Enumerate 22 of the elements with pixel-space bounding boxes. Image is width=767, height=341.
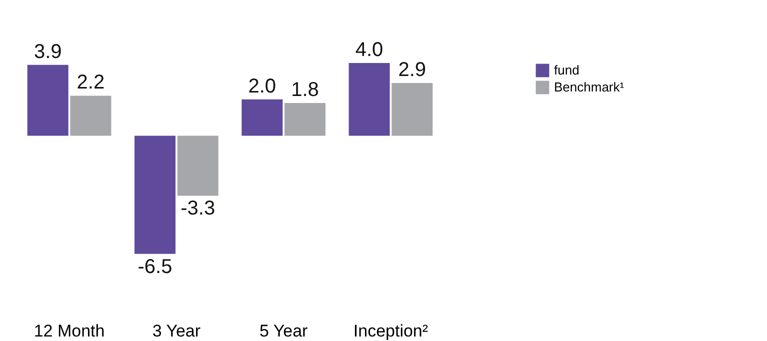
legend-label: Benchmark¹ [554, 80, 625, 94]
data-label: -3.3 [180, 198, 216, 220]
bar [284, 103, 326, 136]
bar [177, 136, 218, 196]
data-label: 2.2 [76, 72, 105, 94]
data-label: 2.9 [398, 59, 426, 81]
bar [392, 83, 433, 136]
data-label: 2.0 [248, 75, 276, 98]
data-label: -6.5 [138, 256, 172, 278]
bar [134, 136, 176, 254]
x-tick-label: Inception² [353, 322, 428, 340]
x-tick-label: 12 Month [34, 322, 105, 340]
x-tick-label: 3 Year [152, 322, 201, 340]
bar [348, 63, 390, 136]
bar [27, 64, 68, 136]
bar [70, 96, 112, 136]
data-label: 3.9 [34, 40, 62, 63]
bar [242, 99, 283, 136]
data-label: 4.0 [355, 39, 384, 61]
data-label: 1.8 [291, 79, 319, 101]
legend-label: fund [554, 62, 580, 78]
x-tick-label: 5 Year [259, 322, 308, 340]
